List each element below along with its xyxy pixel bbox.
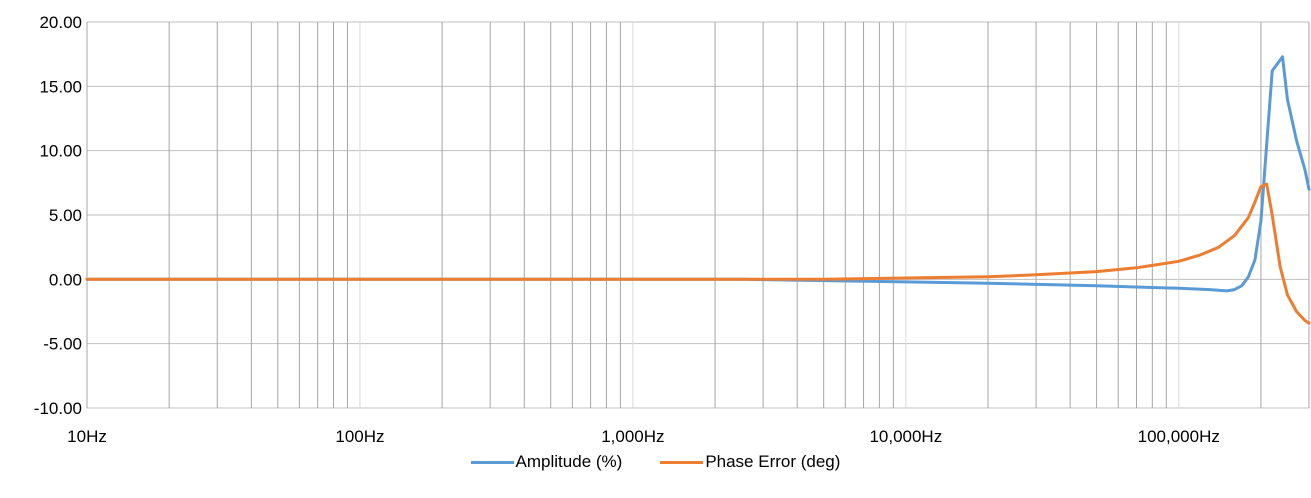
y-tick-label: 5.00	[49, 206, 82, 225]
legend-swatch-amplitude	[470, 460, 514, 464]
y-tick-label: 20.00	[39, 13, 82, 32]
x-tick-label: 1,000Hz	[601, 427, 664, 446]
x-axis-tick-labels: 10Hz 100Hz 1,000Hz 10,000Hz 100,000Hz	[67, 427, 1220, 446]
y-tick-label: -5.00	[43, 335, 82, 354]
x-tick-label: 10,000Hz	[869, 427, 942, 446]
legend-item-amplitude: Amplitude (%)	[470, 452, 623, 472]
y-tick-label: -10.00	[34, 399, 82, 418]
series-line-phase-error	[85, 182, 1311, 325]
y-tick-label: 10.00	[39, 142, 82, 161]
legend-label-phase-error: Phase Error (deg)	[705, 452, 841, 471]
legend-item-phase-error: Phase Error (deg)	[660, 452, 840, 472]
y-axis-tick-labels: -10.00 -5.00 0.00 5.00 10.00 15.00 20.00	[34, 13, 82, 418]
grid	[86, 21, 1310, 409]
y-tick-label: 0.00	[49, 270, 82, 289]
legend-label-amplitude: Amplitude (%)	[515, 452, 623, 471]
x-tick-label: 10Hz	[67, 427, 107, 446]
y-tick-label: 15.00	[39, 77, 82, 96]
series-lines	[85, 55, 1311, 325]
series-line-amplitude	[85, 55, 1311, 293]
legend-swatch-phase-error	[660, 460, 704, 464]
x-tick-label: 100,000Hz	[1138, 427, 1220, 446]
legend: Amplitude (%) Phase Error (deg)	[0, 452, 1311, 472]
x-tick-label: 100Hz	[335, 427, 384, 446]
